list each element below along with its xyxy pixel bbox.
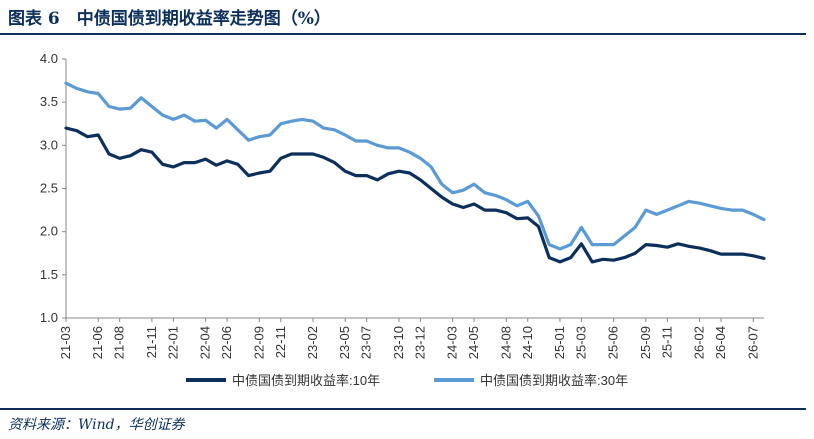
x-tick-label: 25-09: [638, 326, 653, 359]
series-line-10y: [64, 126, 766, 264]
x-tick-label: 25-06: [606, 326, 621, 359]
x-tick-label: 22-06: [219, 326, 234, 359]
y-tick-label: 2.5: [40, 181, 58, 196]
x-tick-label: 26-04: [713, 326, 728, 359]
x-tick-label: 21-06: [90, 326, 105, 359]
x-tick-label: 22-01: [165, 326, 180, 359]
yield-chart: 1.0 1.5 2.0 2.5 3.0 3.5 4.0 21-03 21-06 21-08 21-1…: [40, 51, 766, 388]
y-tick-label: 1.0: [40, 310, 58, 325]
x-tick-label: 21-11: [144, 326, 159, 358]
x-tick-label: 25-01: [552, 326, 567, 359]
y-tick-label: 3.0: [40, 137, 58, 152]
x-tick-label: 22-04: [198, 326, 213, 359]
x-tick-label: 24-08: [498, 326, 513, 359]
y-tick-label: 1.5: [40, 267, 58, 282]
y-tick-label: 2.0: [40, 224, 58, 239]
chart-series-lines: [64, 81, 766, 264]
x-tick-label: 24-10: [520, 326, 535, 359]
x-tick-label: 23-02: [305, 326, 320, 359]
x-tick-label: 22-11: [273, 326, 288, 358]
top-divider: [0, 33, 806, 35]
x-tick-label: 23-07: [359, 326, 374, 359]
legend-30y-label: 中债国债到期收益率:30年: [480, 373, 628, 388]
x-tick-label: 21-03: [58, 326, 73, 359]
legend-10y-label: 中债国债到期收益率:10年: [232, 373, 380, 388]
x-tick-label: 22-09: [251, 326, 266, 359]
x-tick-label: 26-02: [692, 326, 707, 359]
title-bar: 图表 6 中债国债到期收益率走势图（%）: [0, 0, 814, 34]
x-tick-label: 24-05: [466, 326, 481, 359]
x-tick-label: 23-10: [391, 326, 406, 359]
x-tick-label: 25-11: [659, 326, 674, 358]
series-line-30y: [64, 81, 766, 251]
page-title: 图表 6 中债国债到期收益率走势图（%）: [8, 9, 331, 29]
x-tick-label: 23-12: [412, 326, 427, 359]
chart-legend: 中债国债到期收益率:10年 中债国债到期收益率:30年: [186, 373, 628, 388]
source-note: 资料来源：Wind，华创证券: [8, 417, 185, 433]
bottom-divider: [0, 408, 806, 410]
chart-axes: 1.0 1.5 2.0 2.5 3.0 3.5 4.0 21-03 21-06 21-08 21-1…: [40, 51, 764, 359]
y-tick-label: 3.5: [40, 94, 58, 109]
x-tick-label: 25-03: [573, 326, 588, 359]
y-tick-label: 4.0: [40, 51, 58, 66]
x-tick-label: 23-05: [337, 326, 352, 359]
x-tick-label: 24-03: [445, 326, 460, 359]
x-tick-label: 26-07: [745, 326, 760, 359]
x-tick-label: 21-08: [112, 326, 127, 359]
